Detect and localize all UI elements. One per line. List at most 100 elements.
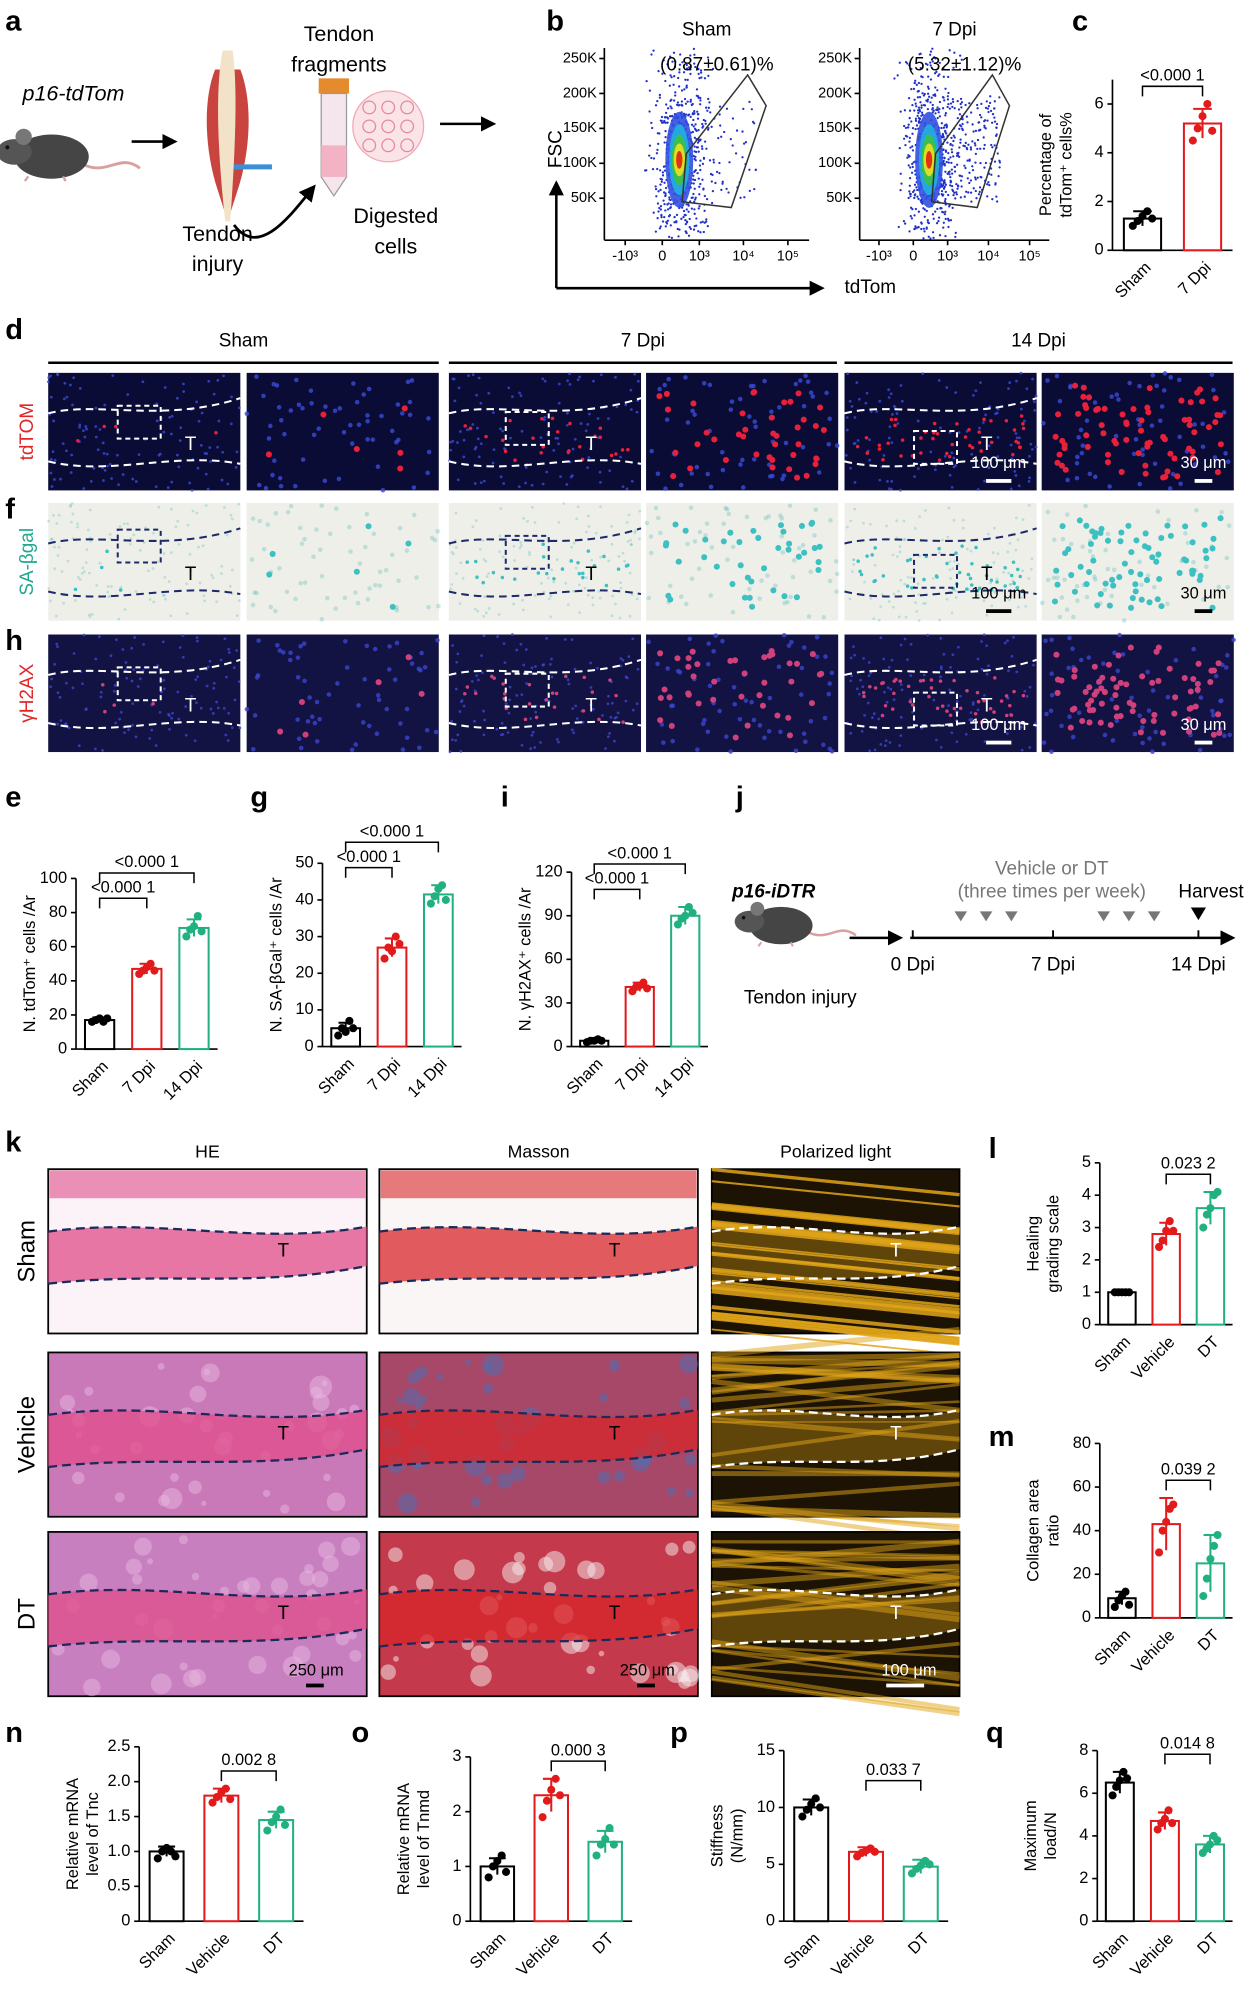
- cell-dot: [1011, 560, 1016, 565]
- cell-dot: [548, 663, 552, 666]
- cell-dot: [744, 514, 750, 520]
- data-point: [639, 978, 648, 987]
- cell-dot: [950, 451, 954, 455]
- cell-dot: [932, 698, 936, 702]
- cell-dot: [724, 734, 729, 739]
- data-point: [551, 1774, 560, 1783]
- cell-dot: [581, 571, 585, 576]
- cell-dot: [449, 448, 453, 452]
- event-dot: [974, 129, 978, 132]
- event-dot: [680, 100, 684, 103]
- event-dot: [669, 105, 672, 108]
- cell-dot: [530, 666, 534, 670]
- cell-dot: [353, 446, 360, 453]
- cell: [400, 138, 415, 153]
- event-dot: [990, 121, 994, 124]
- cell-dot: [1003, 584, 1007, 588]
- cell-dot: [1142, 470, 1149, 477]
- cell-dot: [816, 671, 823, 678]
- cell-dot: [1168, 375, 1174, 380]
- event-dot: [911, 127, 915, 130]
- event-dot: [645, 169, 648, 172]
- cell-dot: [751, 383, 756, 389]
- cell-dot: [1201, 597, 1206, 602]
- cell-dot: [883, 690, 886, 694]
- event-dot: [903, 109, 907, 112]
- y-tick-label: 2: [1094, 192, 1103, 210]
- cell-dot: [685, 691, 692, 698]
- cell-dot: [793, 381, 799, 387]
- arrow: [232, 184, 316, 239]
- cell-dot: [1021, 422, 1025, 426]
- event-dot: [995, 195, 998, 198]
- event-dot: [998, 96, 1001, 99]
- cell-dot: [873, 748, 877, 752]
- event-dot: [657, 190, 660, 193]
- event-dot: [990, 143, 993, 147]
- event-dot: [956, 187, 959, 190]
- cell-dot: [210, 573, 214, 577]
- cell-dot: [795, 441, 802, 448]
- cell-dot: [1010, 457, 1014, 461]
- cell-dot: [850, 570, 854, 574]
- event-dot: [914, 119, 918, 122]
- event-dot: [927, 75, 930, 78]
- cell-dot: [950, 442, 955, 447]
- cell-dot: [355, 600, 361, 606]
- cell-dot: [877, 618, 881, 622]
- cell-dot: [1114, 392, 1120, 397]
- cell-dot: [852, 558, 856, 562]
- cell-dot: [309, 401, 314, 406]
- event-dot: [940, 122, 944, 125]
- cell-dot: [302, 580, 308, 585]
- tendon-label: T: [185, 696, 197, 717]
- event-dot: [697, 128, 700, 132]
- cell-dot: [71, 403, 74, 407]
- cell-dot: [599, 373, 603, 377]
- event-dot: [670, 236, 674, 239]
- cell-dot: [604, 747, 607, 750]
- cell-dot: [419, 650, 424, 656]
- event-dot: [917, 89, 920, 93]
- cell-dot: [524, 481, 527, 485]
- cell-dot: [534, 665, 537, 668]
- cell-dot: [531, 730, 535, 734]
- cell-dot: [277, 566, 282, 571]
- cell-dot: [102, 451, 106, 455]
- cell-dot: [608, 678, 612, 682]
- cell-dot: [566, 603, 570, 606]
- event-dot: [944, 87, 947, 90]
- event-dot: [912, 87, 916, 90]
- tendon-boundary: [48, 1588, 367, 1598]
- cell-dot: [1014, 432, 1018, 435]
- cell-dot: [498, 550, 501, 554]
- cell-dot: [502, 482, 506, 485]
- cell-dot: [57, 545, 61, 549]
- density-core: [676, 150, 683, 169]
- cell-dot: [861, 690, 866, 695]
- event-dot: [910, 88, 913, 91]
- event-dot: [684, 230, 687, 233]
- cell-dot: [898, 550, 902, 554]
- cell-dot: [1198, 695, 1204, 700]
- cell-dot: [63, 381, 67, 385]
- event-dot: [994, 134, 998, 138]
- y-tick-label: 50: [295, 854, 313, 872]
- event-dot: [971, 165, 974, 168]
- cell-dot: [759, 578, 764, 583]
- cell-dot: [1189, 448, 1196, 455]
- cell-dot: [226, 739, 230, 742]
- event-dot: [987, 181, 990, 184]
- cell-dot: [429, 535, 435, 541]
- data-point: [1213, 1530, 1222, 1540]
- collagen-fiber: [711, 1582, 960, 1618]
- cell-dot: [1164, 468, 1171, 475]
- cell-dot: [1183, 531, 1188, 536]
- tissue-texture: [415, 1366, 428, 1379]
- y-tick-label: 8: [1079, 1741, 1088, 1759]
- tissue-texture: [470, 1664, 492, 1687]
- cell-dot: [132, 533, 136, 537]
- cell-dot: [786, 540, 793, 547]
- event-dot: [959, 97, 963, 100]
- cell-dot: [732, 734, 739, 741]
